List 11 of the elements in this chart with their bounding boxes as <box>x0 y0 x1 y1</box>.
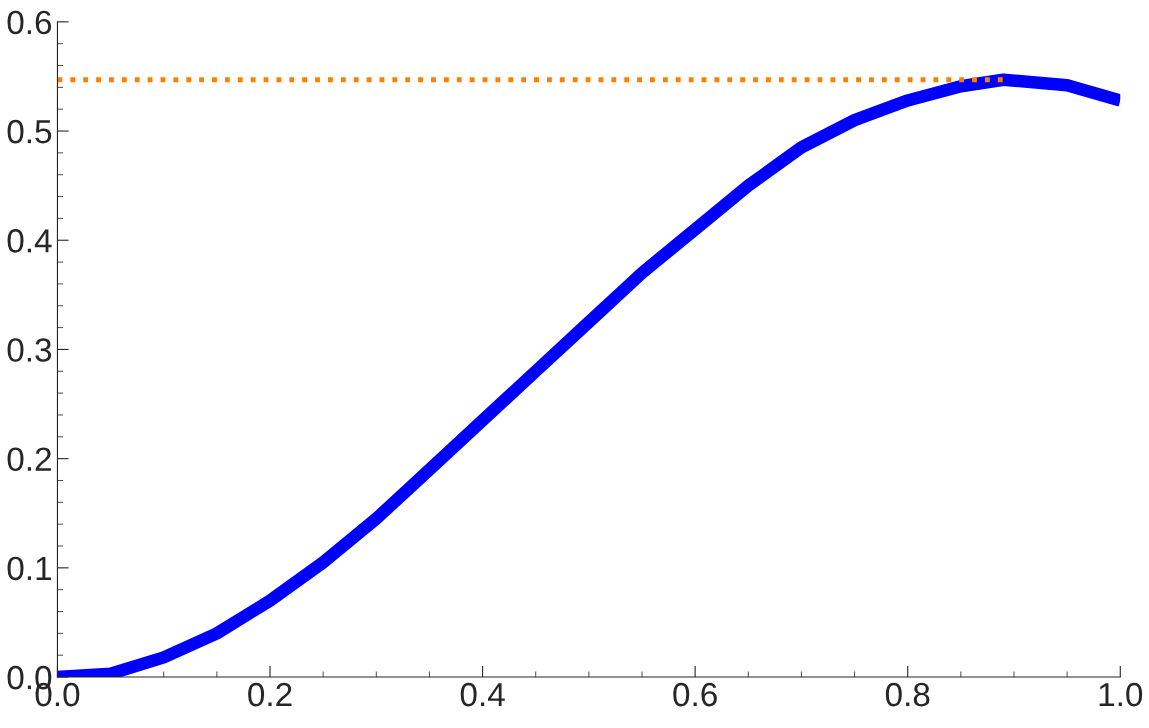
y-tick-label: 0.1 <box>7 556 51 581</box>
y-tick-label: 0.2 <box>7 447 51 472</box>
y-tick-label: 0.3 <box>7 338 52 362</box>
x-tick-label: 0.6 <box>673 682 717 707</box>
x-tick-label: 0.4 <box>460 682 505 707</box>
x-tick-label: 1.0 <box>1099 682 1143 707</box>
y-tick-label: 0.4 <box>7 229 52 253</box>
x-tick-label: 0.8 <box>885 682 930 707</box>
x-tick-label: 0.2 <box>248 682 292 707</box>
y-tick-label: 0.5 <box>7 119 52 144</box>
y-tick-label: 0.6 <box>7 10 52 35</box>
